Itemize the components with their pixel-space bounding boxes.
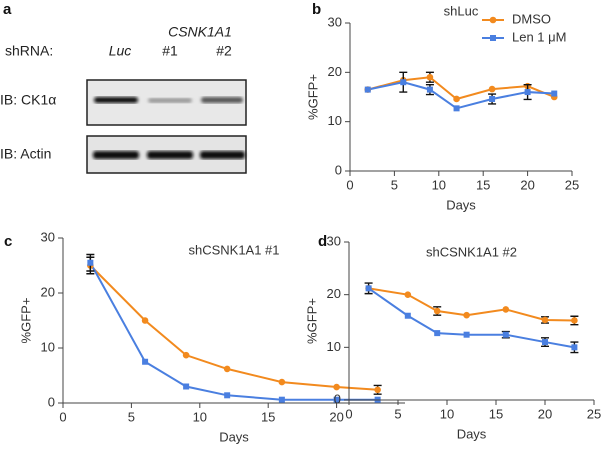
- series-line: [89, 264, 378, 391]
- x-axis-label: Days: [446, 197, 476, 212]
- marker: [333, 396, 340, 403]
- x-tick-label: 0: [345, 406, 352, 421]
- blot-header: shRNA:: [5, 43, 53, 59]
- marker: [224, 392, 231, 399]
- y-tick-label: 30: [41, 229, 55, 244]
- marker: [278, 396, 285, 403]
- y-tick-label: 20: [328, 64, 342, 79]
- marker: [182, 351, 190, 359]
- marker: [333, 383, 340, 391]
- y-axis-label: %GFP+: [305, 74, 320, 120]
- x-axis-label: Days: [219, 429, 249, 444]
- x-tick-label: 20: [329, 409, 343, 424]
- band: [93, 151, 139, 159]
- band: [200, 151, 245, 159]
- row-label: IB: Actin: [0, 146, 51, 162]
- band: [147, 151, 193, 159]
- y-tick-label: 30: [328, 14, 342, 29]
- x-tick-label: 10: [432, 177, 446, 192]
- x-tick-label: 0: [346, 177, 353, 192]
- marker: [365, 285, 372, 292]
- panel-label: b: [312, 1, 321, 18]
- marker: [400, 79, 407, 86]
- legend-marker: [489, 16, 497, 24]
- marker: [463, 331, 470, 338]
- y-tick-label: 10: [41, 339, 55, 354]
- marker: [364, 86, 371, 93]
- lane-label: #2: [216, 43, 232, 59]
- x-tick-label: 25: [587, 406, 601, 421]
- x-tick-label: 25: [565, 177, 579, 192]
- x-tick-label: 5: [394, 406, 401, 421]
- x-tick-label: 10: [440, 406, 454, 421]
- marker: [502, 306, 510, 313]
- marker: [426, 86, 433, 93]
- marker: [571, 317, 578, 324]
- x-tick-label: 20: [520, 177, 534, 192]
- lane-label: #1: [162, 43, 178, 59]
- band: [148, 98, 192, 103]
- marker: [426, 73, 434, 81]
- marker: [542, 339, 548, 346]
- x-tick-label: 5: [391, 177, 398, 192]
- y-tick-label: 0: [335, 162, 342, 177]
- marker: [374, 386, 381, 394]
- x-tick-label: 15: [489, 406, 503, 421]
- y-tick-label: 20: [327, 286, 341, 301]
- marker: [571, 344, 578, 351]
- chart-title: shCSNK1A1 #1: [188, 242, 279, 257]
- x-tick-label: 0: [59, 409, 66, 424]
- western-blot: CSNK1A1 shRNA: Luc #1 #2 IB: CK1α IB: Ac…: [0, 24, 247, 174]
- lane-label: Luc: [109, 43, 132, 59]
- legend-label: DMSO: [512, 11, 551, 26]
- chart-title: shCSNK1A1 #2: [426, 244, 517, 259]
- marker: [223, 365, 231, 373]
- marker: [453, 95, 460, 103]
- y-axis-label: %GFP+: [18, 298, 33, 344]
- marker: [87, 259, 94, 266]
- y-tick-label: 20: [41, 284, 55, 299]
- y-tick-label: 0: [48, 394, 55, 409]
- x-tick-label: 10: [193, 409, 207, 424]
- marker: [453, 105, 460, 112]
- x-tick-label: 5: [128, 409, 135, 424]
- marker: [463, 311, 470, 319]
- series-line: [89, 262, 378, 401]
- marker: [551, 90, 558, 97]
- panel-label: c: [4, 233, 12, 250]
- x-tick-label: 15: [261, 409, 275, 424]
- marker: [278, 378, 286, 386]
- marker: [433, 307, 441, 315]
- y-tick-label: 30: [327, 233, 341, 248]
- marker: [141, 317, 149, 324]
- marker: [502, 331, 509, 338]
- legend-label: Len 1 μM: [512, 29, 566, 44]
- marker: [524, 89, 531, 96]
- series-line: [368, 287, 575, 322]
- y-axis-label: %GFP+: [304, 298, 319, 344]
- y-tick-label: 10: [327, 339, 341, 354]
- x-tick-label: 15: [476, 177, 490, 192]
- y-tick-label: 0: [334, 391, 341, 406]
- marker: [404, 312, 411, 319]
- panel-label: a: [3, 1, 12, 18]
- row-label: IB: CK1α: [0, 92, 56, 108]
- chart-title: shLuc: [444, 3, 479, 18]
- marker: [488, 85, 496, 93]
- marker: [142, 358, 149, 365]
- marker: [183, 383, 190, 390]
- marker: [489, 95, 496, 102]
- marker: [404, 291, 412, 298]
- band: [94, 97, 138, 103]
- panel-label: d: [318, 233, 327, 250]
- band: [201, 97, 243, 103]
- group-label: CSNK1A1: [168, 24, 232, 40]
- y-tick-label: 10: [328, 113, 342, 128]
- marker: [434, 330, 441, 337]
- x-axis-label: Days: [457, 426, 487, 441]
- marker: [541, 316, 549, 324]
- legend-marker: [490, 35, 496, 41]
- x-tick-label: 20: [538, 406, 552, 421]
